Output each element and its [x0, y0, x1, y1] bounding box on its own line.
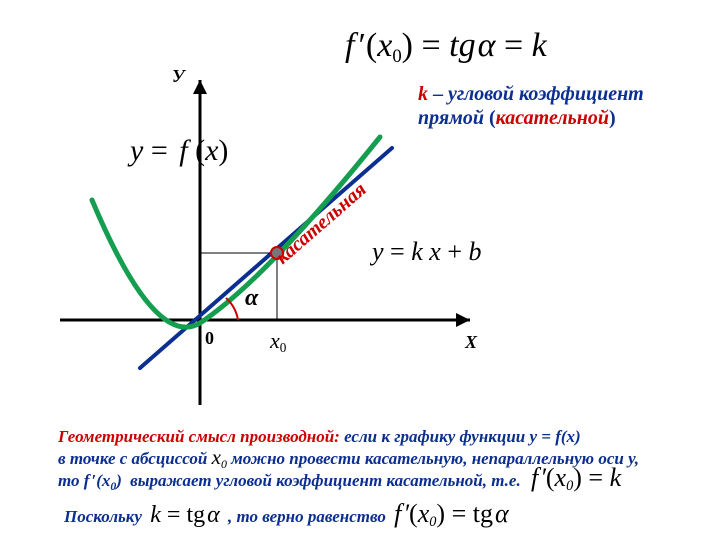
paragraph-line4: Поскольку k = tgα , то верно равенство f…	[63, 499, 510, 530]
formula-derivative-top: f′(x0) = tgα = k	[345, 27, 548, 67]
origin-label: 0	[205, 328, 214, 348]
x-axis-label: X	[464, 332, 478, 352]
k-description-line2: прямой (касательной)	[418, 107, 616, 129]
tangent-label: касательная	[271, 178, 370, 268]
angle-label: α	[245, 285, 259, 311]
paragraph-line1: Геометрический смысл производной: если к…	[57, 427, 581, 446]
diagram-svg: X У 0 α x0 касательная f′(x0) = tgα = k k – угл…	[0, 0, 720, 540]
k-description-line1: k – угловой коэффициент	[418, 83, 644, 105]
figure-root: X У 0 α x0 касательная f′(x0) = tgα = k k – угл…	[0, 0, 720, 540]
formula-ykxb: y = k x + b	[369, 237, 481, 266]
y-axis-label: У	[172, 66, 187, 86]
x0-label: x0	[269, 328, 287, 355]
x-axis-arrow	[456, 313, 470, 327]
y-axis-arrow	[193, 80, 207, 94]
formula-yfx: y = f (x)	[127, 134, 228, 167]
